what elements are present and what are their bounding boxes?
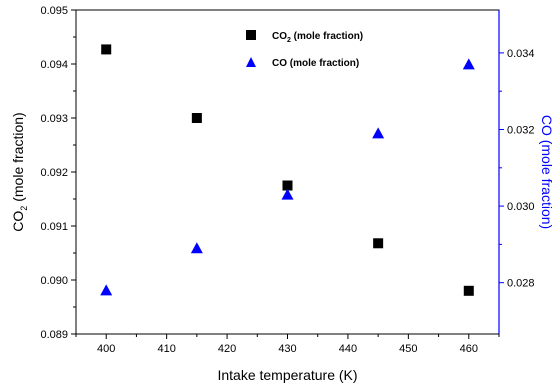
co-point bbox=[372, 127, 385, 139]
x-tick-label: 410 bbox=[157, 343, 175, 355]
left-y-tick-label: 0.089 bbox=[40, 329, 68, 341]
left-y-axis: 0.089 0.090 0.091 0.092 0.093 0.094 0.095 bbox=[40, 5, 76, 341]
x-axis: 400 410 420 430 440 450 460 bbox=[75, 334, 500, 355]
data-marks bbox=[100, 44, 475, 296]
right-y-axis-title: CO (mole fraction) bbox=[539, 115, 555, 229]
right-y-tick-label: 0.034 bbox=[507, 48, 535, 60]
x-tick-label: 400 bbox=[97, 343, 115, 355]
left-y-tick-label: 0.093 bbox=[40, 113, 68, 125]
co-point bbox=[190, 242, 203, 254]
co2-point bbox=[463, 285, 474, 296]
left-y-tick-label: 0.090 bbox=[40, 275, 68, 287]
x-tick-label: 450 bbox=[399, 343, 417, 355]
left-y-tick-label: 0.092 bbox=[40, 167, 68, 179]
co2-point bbox=[101, 44, 112, 55]
left-y-tick-label: 0.091 bbox=[40, 221, 68, 233]
x-axis-title: Intake temperature (K) bbox=[217, 367, 357, 383]
co-point bbox=[462, 58, 475, 70]
legend-co-label: CO (mole fraction) bbox=[272, 58, 359, 69]
x-tick-label: 440 bbox=[339, 343, 357, 355]
co2-point bbox=[282, 180, 293, 191]
right-y-axis: 0.028 0.030 0.032 0.034 bbox=[498, 10, 535, 334]
co-point bbox=[281, 188, 294, 200]
x-tick-label: 420 bbox=[218, 343, 236, 355]
legend-co2-label: CO2 (mole fraction) bbox=[272, 31, 363, 44]
legend: CO2 (mole fraction) CO (mole fraction) bbox=[246, 30, 363, 69]
co2-point bbox=[191, 113, 202, 123]
left-y-tick-label: 0.095 bbox=[40, 5, 68, 17]
co2-point bbox=[373, 238, 384, 249]
right-y-tick-label: 0.032 bbox=[507, 124, 535, 136]
co-point bbox=[100, 284, 113, 296]
left-y-tick-label: 0.094 bbox=[40, 59, 68, 71]
legend-square-marker bbox=[246, 30, 256, 40]
right-y-tick-label: 0.028 bbox=[507, 278, 535, 290]
legend-triangle-marker bbox=[246, 57, 256, 67]
right-y-tick-label: 0.030 bbox=[507, 201, 535, 213]
x-tick-label: 460 bbox=[460, 343, 478, 355]
left-y-axis-title: CO2 (mole fraction) bbox=[10, 112, 29, 231]
x-tick-label: 430 bbox=[278, 343, 296, 355]
